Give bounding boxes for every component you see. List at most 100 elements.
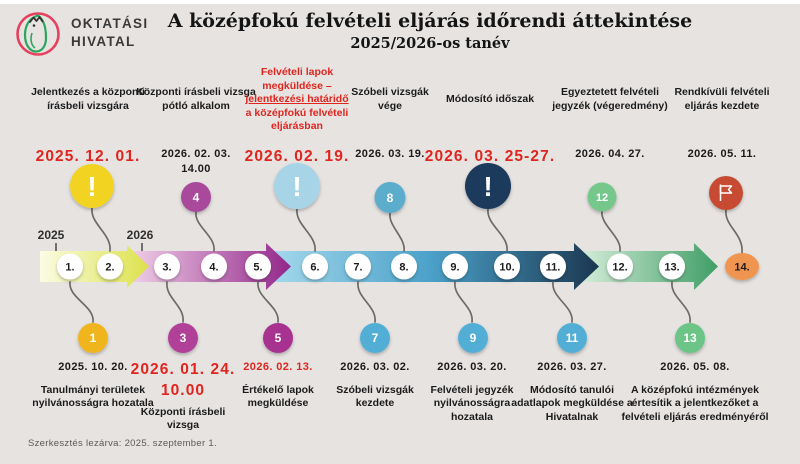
timeline-point-4 xyxy=(201,253,227,280)
point-label: 1. xyxy=(65,262,74,274)
bottom-event-column: 2026. 03. 02. Szóbeli vizsgák kezdete xyxy=(310,360,440,411)
bottom-event-column: 2026. 01. 24. 10.00 Központi írásbeli vi… xyxy=(118,360,248,433)
event-date: 2026. 04. 27. xyxy=(575,148,645,160)
point-label: 3. xyxy=(162,262,171,274)
connector-2 xyxy=(91,207,111,252)
connector-1 xyxy=(69,281,94,323)
timeline-point-12 xyxy=(607,253,633,280)
top-event-column: Módosító időszak 2026. 03. 25-27. xyxy=(420,60,560,168)
event-title: Módosító időszak xyxy=(445,93,535,106)
connector-12 xyxy=(601,210,621,252)
event-date: 2026. 03. 27. xyxy=(537,361,607,373)
badge-number: 5 xyxy=(275,331,282,345)
exclamation-icon: ! xyxy=(292,171,301,202)
event-date: 2026. 05. 08. xyxy=(660,361,730,373)
event-date: 2026. 02. 13. xyxy=(243,361,313,373)
logo-line1: OKTATÁSI xyxy=(71,16,149,32)
badge-circle-13 xyxy=(675,323,705,353)
event-title: Felvételi lapok megküldése – jelentkezés… xyxy=(241,66,353,134)
connector-9 xyxy=(454,281,473,323)
event-title: Tanulmányi területek nyilvánosságra hoza… xyxy=(32,383,154,410)
bottom-event-column: 2026. 02. 13. Értékelő lapok megküldése xyxy=(213,360,343,411)
badge-circle-7 xyxy=(360,323,390,353)
bottom-event-column: 2025. 10. 20. Tanulmányi területek nyilv… xyxy=(23,360,163,411)
top-event-column: Rendkívüli felvételi eljárás kezdete 202… xyxy=(657,60,787,162)
timeline-points: 1. 2. 3. 4. 5. 6. 7. 8. 9. 10. 11. 12. 1… xyxy=(57,253,685,280)
event-title-underlined: jelentkezési határidő xyxy=(245,93,349,106)
top-event-column: Jelentkezés a központi írásbeli vizsgára… xyxy=(23,60,153,168)
event-title-part1: Felvételi lapok megküldése – xyxy=(260,65,334,92)
connector-6 xyxy=(296,208,316,252)
badge-circle-6 xyxy=(274,163,320,209)
year-label-end: 2026 xyxy=(127,228,154,242)
badge-circle-5 xyxy=(263,323,293,353)
timeline-point-8 xyxy=(391,253,417,280)
event-title: Központi írásbeli vizsga pótló alkalom xyxy=(136,86,256,112)
event-date: 2025. 12. 01. xyxy=(35,148,141,165)
event-title: Módosító tanulói adatlapok megküldése a … xyxy=(511,383,633,424)
point-label: 2. xyxy=(105,262,114,274)
connector-10 xyxy=(487,208,508,252)
timeline-point-3 xyxy=(154,253,180,280)
timeline-point-7 xyxy=(345,253,371,280)
timeline-point-5 xyxy=(245,253,271,280)
connector-13 xyxy=(671,281,691,323)
event-date: 2025. 10. 20. xyxy=(58,361,128,373)
badge-number: 9 xyxy=(470,331,477,345)
bottom-connectors xyxy=(69,281,691,323)
timeline-segment-3 xyxy=(262,243,599,290)
top-badges: ! 4 ! 8 ! 12 xyxy=(70,163,743,213)
point-label: 7. xyxy=(353,262,362,274)
point-label: 10. xyxy=(499,262,514,274)
badge-number: 1 xyxy=(90,331,97,345)
point-label: 8. xyxy=(399,262,408,274)
event-date: 2026. 03. 02. xyxy=(340,361,410,373)
logo-text: OKTATÁSI HIVATAL xyxy=(71,15,148,50)
badge-number: 3 xyxy=(180,331,187,345)
event-title: Szóbeli vizsgák kezdete xyxy=(336,383,414,410)
timeline-point-6 xyxy=(302,253,328,280)
point-label: 9. xyxy=(450,262,459,274)
badge-circle-2 xyxy=(70,164,114,208)
connector-3 xyxy=(166,281,184,323)
timeline-point-10 xyxy=(494,253,520,280)
year-label-start: 2025 xyxy=(38,228,65,242)
top-connectors xyxy=(91,207,743,254)
point-label: 6. xyxy=(310,262,319,274)
bottom-badges: 1 3 5 7 9 11 13 xyxy=(78,323,705,353)
badge-circle-9 xyxy=(458,323,488,353)
event-title: Felvételi jegyzék nyilvánosságra hozatal… xyxy=(430,383,514,424)
badge-circle-1 xyxy=(78,323,108,353)
owl-logo-icon xyxy=(16,12,60,56)
event-title-part2: a középfokú felvételi eljárásban xyxy=(245,106,349,133)
top-border-strip xyxy=(0,0,800,4)
editing-closed-note: Szerkesztés lezárva: 2025. szeptember 1. xyxy=(28,438,217,449)
event-title: Egyeztetett felvételi jegyzék (végeredmé… xyxy=(552,86,668,112)
badge-circle-10 xyxy=(465,163,511,209)
badge-circle-3 xyxy=(168,323,198,353)
event-title: Értékelő lapok megküldése xyxy=(242,383,314,410)
badge-number: 4 xyxy=(193,191,200,205)
connector-7 xyxy=(357,281,376,323)
exclamation-icon: ! xyxy=(87,171,96,202)
bottom-event-column: 2026. 03. 20. Felvételi jegyzék nyilváno… xyxy=(407,360,537,425)
timeline-point-14 xyxy=(725,253,759,280)
event-date: 2026. 03. 25-27. xyxy=(424,148,556,165)
exclamation-icon: ! xyxy=(483,171,492,202)
top-event-column: Egyeztetett felvételi jegyzék (végeredmé… xyxy=(545,60,675,162)
point-label: 13. xyxy=(664,262,679,274)
event-title: Jelentkezés a központi írásbeli vizsgára xyxy=(31,86,145,112)
event-title: Rendkívüli felvételi eljárás kezdete xyxy=(674,86,770,112)
point-label: 11. xyxy=(546,262,561,274)
top-event-column: Felvételi lapok megküldése – jelentkezés… xyxy=(232,60,362,168)
event-date: 2026. 03. 20. xyxy=(437,361,507,373)
connector-14 xyxy=(725,209,743,254)
badge-circle-11 xyxy=(557,323,587,353)
badge-number: 7 xyxy=(372,331,379,345)
logo-line2: HIVATAL xyxy=(71,34,136,49)
connector-5 xyxy=(257,281,279,323)
event-date: 2026. 02. 19. xyxy=(244,148,350,165)
event-date: 2026. 03. 19. xyxy=(355,148,425,160)
badge-number: 11 xyxy=(566,331,579,345)
event-date: 2026. 01. 24. xyxy=(130,361,236,378)
